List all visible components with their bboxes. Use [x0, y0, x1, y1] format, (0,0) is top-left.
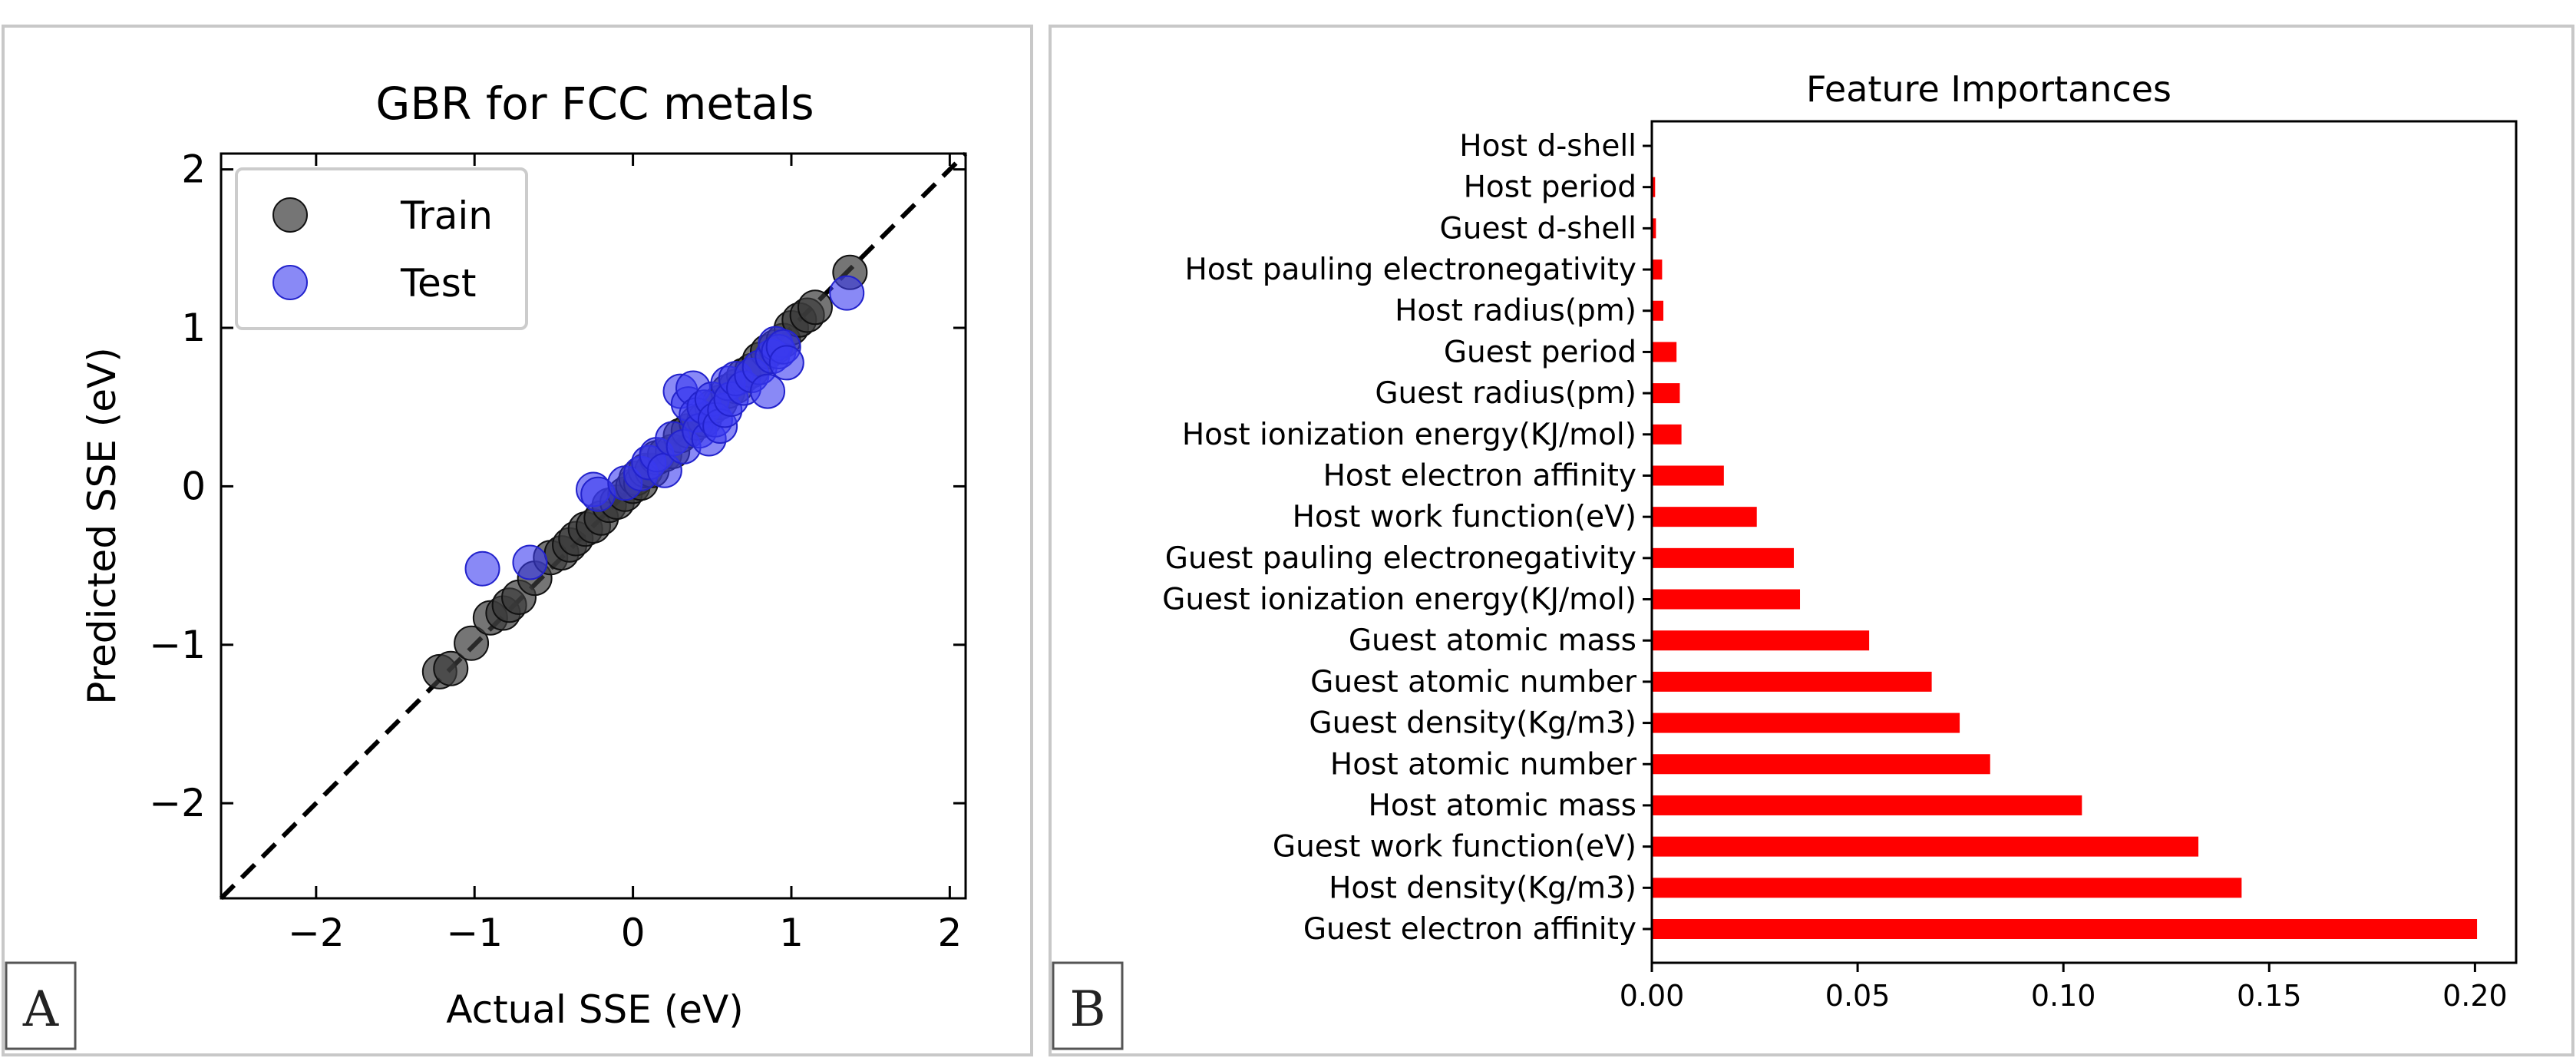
bar-x-tick-label: 0.15 [2237, 979, 2302, 1013]
scatter-x-tick-label: 2 [937, 911, 962, 955]
scatter-plot-area [220, 152, 967, 900]
bar-x-tick-label: 0.20 [2442, 979, 2508, 1013]
bar-category-label: Host atomic mass [1369, 789, 1636, 823]
bar-category-label: Host electron affinity [1323, 458, 1636, 493]
bar-x-ticks: 0.00 0.05 0.10 0.15 0.20 [1620, 963, 2508, 1013]
bar [1652, 671, 1932, 692]
bar [1652, 754, 1990, 775]
panel-b-letter-box [1052, 961, 1124, 1050]
panel-a-letter-box [5, 961, 77, 1050]
scatter-y-axis-label: Predicted SSE (eV) [80, 347, 124, 705]
bar-category-label: Host atomic number [1330, 747, 1637, 782]
bar [1652, 712, 1960, 733]
legend-train-marker [272, 197, 308, 233]
bar-category-label: Guest d-shell [1440, 211, 1636, 246]
scatter-y-tick-label: 1 [181, 306, 206, 350]
panel-a: GBR for FCC metals −2 −1 0 1 2 −2 −1 0 1 2 Train … [2, 25, 1033, 1056]
scatter-points [421, 254, 868, 689]
bar [1652, 260, 1663, 280]
bar [1652, 177, 1656, 197]
legend-train-label: Train [400, 193, 493, 238]
panel-b: Feature Importances Host d-shell Host per… [1049, 25, 2574, 1056]
scatter-x-tick-label: 1 [779, 911, 804, 955]
scatter-title: GBR for FCC metals [375, 78, 814, 130]
bar-category-label: Guest electron affinity [1303, 912, 1636, 947]
train-point [797, 289, 833, 326]
bar-category-label: Host period [1464, 170, 1636, 205]
bar [1652, 342, 1677, 362]
legend-test-label: Test [400, 261, 476, 306]
panel-b-letter: B [1069, 981, 1105, 1038]
bar-category-label: Guest pauling electronegativity [1165, 541, 1636, 576]
train-point [433, 650, 469, 686]
legend-test-marker [272, 265, 308, 300]
bar-category-labels: Host d-shell Host period Guest d-shell Host… [1162, 129, 1652, 947]
bar-plot-area [1650, 120, 2518, 964]
test-point [750, 373, 786, 409]
bar [1652, 589, 1801, 610]
bar-x-tick-label: 0.05 [1825, 979, 1891, 1013]
bar [1652, 465, 1724, 486]
bar [1652, 919, 2478, 939]
bar-category-label: Host d-shell [1459, 129, 1636, 164]
scatter-x-tick-label: −1 [446, 911, 503, 955]
bar [1652, 795, 2082, 815]
bar [1652, 836, 2199, 857]
bar-category-label: Guest density(Kg/m3) [1309, 706, 1636, 741]
scatter-legend: Train Test [235, 167, 528, 330]
bar [1652, 218, 1656, 239]
bar-category-label: Guest radius(pm) [1375, 376, 1636, 411]
scatter-ticks: −2 −1 0 1 2 −2 −1 0 1 2 [149, 147, 966, 955]
bar-category-label: Guest atomic number [1310, 665, 1637, 699]
scatter-y-tick-label: −2 [149, 781, 206, 825]
bar-category-label: Guest ionization energy(KJ/mol) [1162, 583, 1636, 617]
scatter-y-tick-label: −1 [149, 623, 206, 667]
scatter-y-tick-label: 2 [181, 147, 206, 192]
bar-category-label: Host radius(pm) [1395, 294, 1636, 329]
bar [1652, 383, 1680, 404]
test-point [512, 544, 548, 580]
bar [1652, 547, 1794, 568]
bar [1652, 630, 1870, 651]
scatter-y-tick-label: 0 [181, 464, 206, 508]
train-point [454, 625, 490, 661]
scatter-x-tick-label: 0 [621, 911, 646, 955]
bar-category-label: Host work function(eV) [1293, 500, 1636, 534]
legend-box [235, 167, 528, 330]
bar-category-label: Host ionization energy(KJ/mol) [1182, 418, 1636, 452]
bar-category-label: Guest work function(eV) [1273, 830, 1636, 865]
bar-category-label: Host pauling electronegativity [1185, 253, 1637, 287]
test-point [464, 550, 500, 587]
bar-category-label: Host density(Kg/m3) [1329, 871, 1636, 905]
bar-category-label: Guest atomic mass [1349, 623, 1636, 658]
bar-category-label: Guest period [1444, 335, 1636, 369]
bar-x-tick-label: 0.00 [1620, 979, 1685, 1013]
test-point [829, 275, 865, 311]
bar [1652, 300, 1664, 321]
scatter-x-tick-label: −2 [288, 911, 345, 955]
bar-title: Feature Importances [1806, 68, 2171, 110]
panel-a-letter: A [22, 981, 59, 1038]
bar-x-tick-label: 0.10 [2031, 979, 2096, 1013]
bar [1652, 878, 2242, 898]
bar [1652, 424, 1682, 445]
bar-series [1652, 136, 2478, 939]
test-point [768, 345, 804, 381]
bar [1652, 507, 1757, 527]
scatter-x-axis-label: Actual SSE (eV) [446, 987, 743, 1032]
